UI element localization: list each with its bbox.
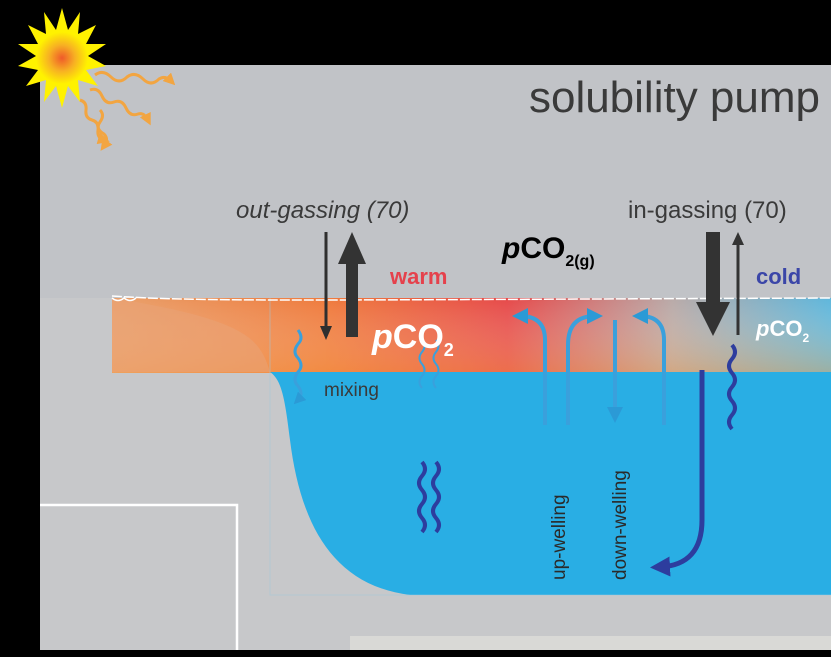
mixing-label: mixing [324,380,379,401]
upwelling-label: up-welling [549,494,570,580]
title: solubility pump [529,73,820,122]
subscript: 2(g) [565,253,594,270]
subscript: 2 [802,331,809,345]
cold-label: cold [756,264,801,289]
italic-p: p [755,316,769,341]
co: CO [393,318,444,356]
in-gassing-label: in-gassing (70) [628,197,787,224]
warm-label: warm [389,264,447,289]
downwelling-label: down-welling [610,470,631,580]
sediment [350,636,831,650]
out-gassing-label: out-gassing (70) [236,197,409,224]
italic-p: p [501,232,520,265]
italic-p: p [371,318,393,356]
warm-pco2: pCO2 [371,318,454,360]
cold-pco2: pCO2 [755,316,809,345]
diagram: solubility pump out-gassing (70) in-gass… [0,0,831,657]
co: CO [520,232,565,265]
subscript: 2 [444,340,454,360]
co: CO [769,316,802,341]
